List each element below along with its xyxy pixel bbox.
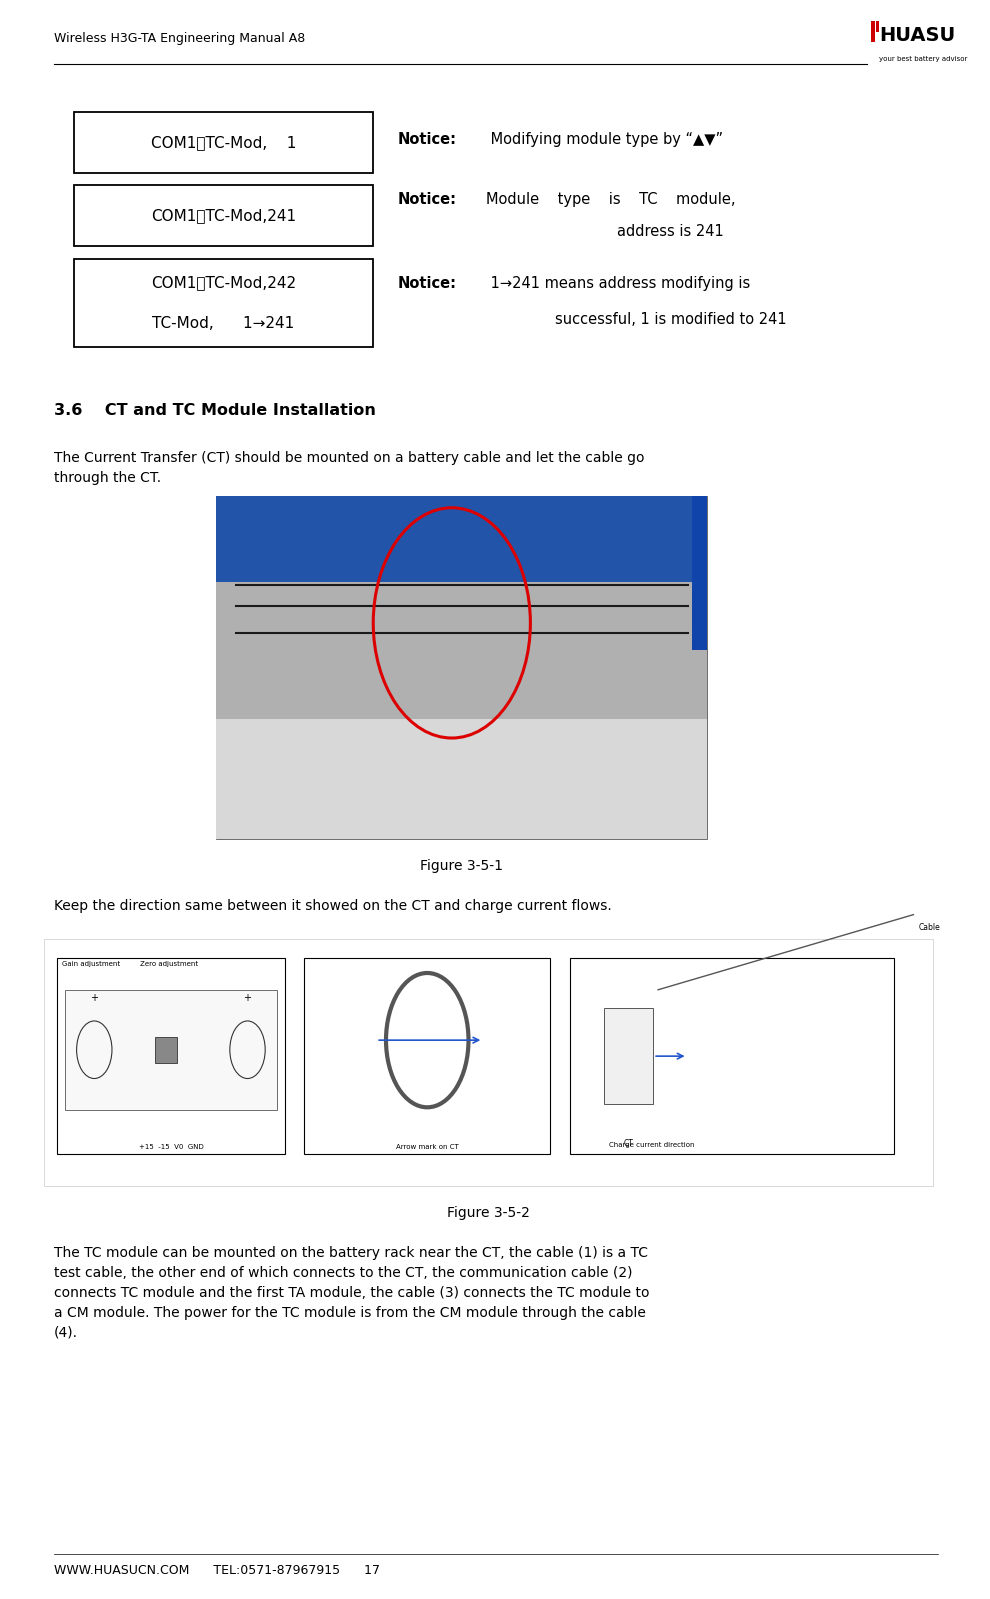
Bar [45, 939, 934, 1186]
Bar [876, 21, 879, 32]
Text: Figure 3-5-1: Figure 3-5-1 [420, 859, 503, 873]
Text: Modifying module type by “▲▼”: Modifying module type by “▲▼” [486, 131, 724, 147]
Text: Gain adjustment: Gain adjustment [62, 961, 120, 967]
Bar [57, 958, 285, 1154]
Text: COM1，TC-Mod,242: COM1，TC-Mod,242 [150, 275, 296, 289]
Text: your best battery advisor: your best battery advisor [879, 56, 967, 62]
Bar [216, 496, 707, 839]
Text: Cable: Cable [919, 923, 940, 932]
Text: Keep the direction same between it showed on the CT and charge current flows.: Keep the direction same between it showe… [54, 899, 612, 913]
Text: Charge current direction: Charge current direction [609, 1142, 694, 1148]
Text: Figure 3-5-2: Figure 3-5-2 [447, 1206, 530, 1220]
Bar [216, 582, 707, 720]
Bar [569, 958, 894, 1154]
Text: WWW.HUASUCN.COM      TEL:0571-87967915      17: WWW.HUASUCN.COM TEL:0571-87967915 17 [54, 1564, 380, 1577]
Bar [871, 21, 875, 42]
Text: CT: CT [624, 1138, 634, 1148]
Text: TC-Mod,      1→241: TC-Mod, 1→241 [152, 317, 295, 331]
Text: COM1，TC-Mod,241: COM1，TC-Mod,241 [150, 208, 296, 224]
Bar [216, 720, 707, 839]
Bar [73, 185, 373, 246]
Bar [604, 1009, 653, 1105]
Text: Arrow mark on CT: Arrow mark on CT [396, 1143, 458, 1150]
Text: Zero adjustment: Zero adjustment [141, 961, 199, 967]
Text: Notice:: Notice: [398, 277, 456, 291]
Text: HUASU: HUASU [879, 26, 955, 45]
Text: 1→241 means address modifying is: 1→241 means address modifying is [486, 277, 750, 291]
Text: Wireless H3G-TA Engineering Manual A8: Wireless H3G-TA Engineering Manual A8 [54, 32, 305, 45]
Bar [692, 496, 707, 651]
Bar [305, 958, 550, 1154]
Text: address is 241: address is 241 [617, 224, 724, 240]
Text: Notice:: Notice: [398, 131, 456, 147]
Text: 3.6    CT and TC Module Installation: 3.6 CT and TC Module Installation [54, 403, 376, 417]
Bar [155, 1038, 177, 1063]
Text: The Current Transfer (CT) should be mounted on a battery cable and let the cable: The Current Transfer (CT) should be moun… [54, 451, 644, 484]
Text: +: + [90, 993, 98, 1003]
Text: The TC module can be mounted on the battery rack near the CT, the cable (1) is a: The TC module can be mounted on the batt… [54, 1246, 649, 1340]
Bar [216, 496, 707, 582]
Text: COM1，TC-Mod,    1: COM1，TC-Mod, 1 [150, 134, 296, 150]
Text: +: + [244, 993, 251, 1003]
Bar [64, 990, 277, 1110]
Text: +15  -15  V0  GND: +15 -15 V0 GND [139, 1143, 203, 1150]
Text: successful, 1 is modified to 241: successful, 1 is modified to 241 [554, 312, 786, 326]
Bar [73, 112, 373, 173]
Bar [73, 259, 373, 347]
Text: Module    type    is    TC    module,: Module type is TC module, [486, 192, 736, 208]
Text: Notice:: Notice: [398, 192, 456, 208]
